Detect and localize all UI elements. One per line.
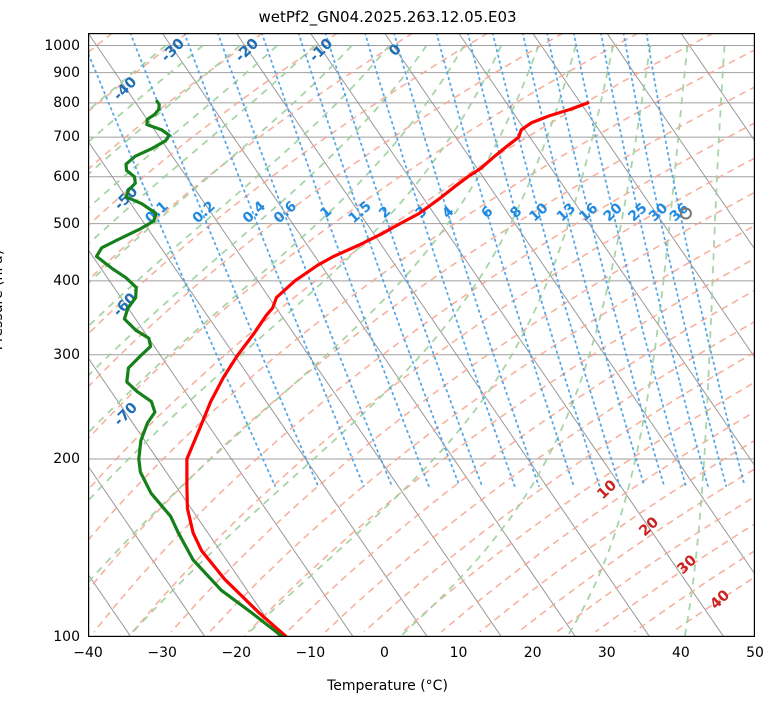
x-tick-label: 20 xyxy=(523,645,542,661)
mixing-ratio-label: 4 xyxy=(439,203,457,222)
x-tick-label: 50 xyxy=(746,645,764,661)
page-title: wetPf2_GN04.2025.263.12.05.E03 xyxy=(258,8,517,26)
y-tick-label: 1000 xyxy=(44,37,80,54)
x-tick-label: 30 xyxy=(597,645,616,661)
isotherm-label: -70 xyxy=(111,400,141,430)
plot-area: -70 -60 -50 -40 -30 -20 -10 0 0.1 0.2 0.4 0.6 1 1.5 2 3… xyxy=(88,33,755,637)
x-tick-label: −40 xyxy=(73,645,103,661)
mixing-ratio-label: 2 xyxy=(376,203,394,221)
y-tick-label: 100 xyxy=(53,629,80,645)
x-tick-label: 40 xyxy=(671,645,690,661)
y-tick-label: 500 xyxy=(53,215,80,232)
isotherm-label: -20 xyxy=(232,36,262,66)
y-tick-label: 300 xyxy=(53,346,80,363)
y-tick-label: 400 xyxy=(53,272,80,289)
isotherm-label: -10 xyxy=(307,36,337,66)
y-tick-label: 600 xyxy=(53,168,80,185)
x-axis-ticks: −40 −30 −20 −10 0 10 20 30 40 50 xyxy=(73,641,764,667)
y-tick-label: 900 xyxy=(53,64,80,81)
dry-adiabat-label: 40 xyxy=(707,587,733,612)
x-tick-label: −10 xyxy=(295,645,326,661)
level-marker xyxy=(679,207,692,220)
temperature-trace xyxy=(185,101,590,637)
isotherm-label: 0 xyxy=(386,41,404,59)
dry-adiabat-label: 20 xyxy=(636,514,662,539)
y-tick-label: 700 xyxy=(53,129,80,146)
y-tick-label: 200 xyxy=(53,450,80,467)
mixing-ratio-label: 1 xyxy=(317,203,335,221)
x-tick-label: −20 xyxy=(221,645,251,661)
isotherm-label: -30 xyxy=(158,36,188,66)
x-axis-label: Temperature (°C) xyxy=(327,678,448,694)
skewt-canvas: -70-60-50-40-30 -20 -10 00.1 0.2 0.4 0.6 1 1.5 2 3… xyxy=(88,33,755,637)
x-tick-label: 0 xyxy=(379,645,389,661)
x-tick-label: 10 xyxy=(449,645,468,661)
mixing-ratio-label: 36 xyxy=(667,200,692,225)
mixing-ratio-label: 10 xyxy=(526,200,551,225)
isotherm-label: -40 xyxy=(111,74,141,104)
mixing-ratio-label: 16 xyxy=(576,200,601,225)
y-axis-ticks: 100 200 300 400 500 600 700 800 900 1000 xyxy=(0,33,80,645)
dewpoint-trace xyxy=(94,99,285,637)
x-tick-label: −30 xyxy=(147,645,177,661)
y-tick-label: 800 xyxy=(53,94,80,111)
mixing-ratio-label: 0.2 xyxy=(190,198,219,226)
mixing-ratio-label: 20 xyxy=(601,200,626,225)
mixing-ratio-label: 0.4 xyxy=(240,198,269,227)
mixing-ratio-label: 0.6 xyxy=(271,198,300,226)
mixing-ratio-label: 1.5 xyxy=(346,198,375,226)
